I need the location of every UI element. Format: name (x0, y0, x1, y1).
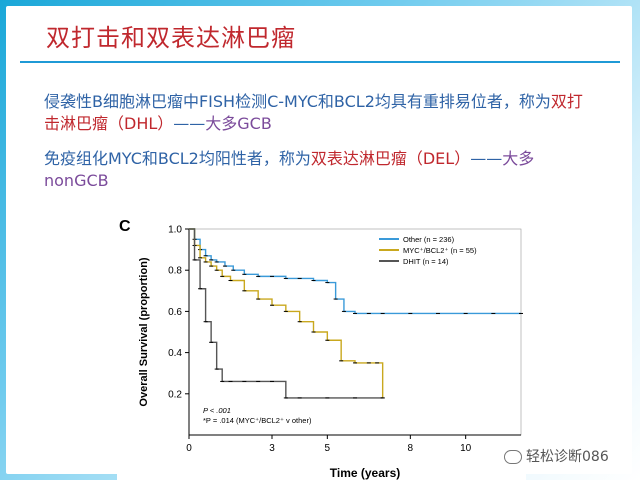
watermark-text: 轻松诊断086 (526, 449, 609, 465)
pvalue-line-1: *P = .014 (MYC⁺/BCL2⁺ v other) (203, 416, 312, 425)
x-tick-label: 5 (325, 443, 331, 454)
x-tick-label: 3 (269, 443, 275, 454)
plot-area (188, 228, 522, 436)
y-axis-label: Overall Survival (proportion) (138, 257, 150, 406)
y-tick-label: 0.6 (168, 307, 182, 318)
paragraph-del: 免疫组化MYC和BCL2均阳性者，称为双表达淋巴瘤（DEL）——大多nonGCB (44, 148, 584, 192)
survival-chart: C 0.2 0.4 0.6 0.8 1.0 0 3 5 8 10 Time (years) Overa… (117, 217, 526, 482)
panel-label: C (119, 218, 131, 235)
x-tick-label: 8 (408, 443, 414, 454)
p1-text-a: 侵袭性B细胞淋巴瘤中FISH检测C-MYC和BCL2均具有重排易位者，称为 (44, 92, 551, 111)
p1-text-dhl: 双打击淋巴瘤（DHL） (44, 92, 583, 133)
watermark: 轻松诊断086 (504, 446, 609, 466)
p1-text-dash: —— (173, 114, 206, 133)
legend-label-0: Other (n = 236) (403, 235, 455, 244)
p2-text-dash: —— (470, 149, 503, 168)
x-tick-label: 0 (186, 443, 192, 454)
paragraph-dhl: 侵袭性B细胞淋巴瘤中FISH检测C-MYC和BCL2均具有重排易位者，称为双打击… (44, 91, 584, 135)
p2-text-nongcb: 大多nonGCB (44, 149, 535, 190)
legend-label-2: DHIT (n = 14) (403, 257, 449, 266)
x-tick-label: 10 (460, 443, 472, 454)
slide-title: 双打击和双表达淋巴瘤 (46, 24, 296, 52)
pvalue-line-0: P < .001 (203, 406, 231, 415)
y-tick-label: 1.0 (168, 225, 182, 236)
p2-text-a: 免疫组化MYC和BCL2均阳性者，称为 (44, 149, 311, 168)
legend-label-1: MYC⁺/BCL2⁺ (n = 55) (403, 246, 477, 255)
slide: 双打击和双表达淋巴瘤 侵袭性B细胞淋巴瘤中FISH检测C-MYC和BCL2均具有… (6, 6, 632, 482)
title-underline (20, 61, 620, 63)
p2-text-del: 双表达淋巴瘤（DEL） (310, 149, 471, 168)
series-line-2 (189, 228, 383, 399)
y-tick-label: 0.4 (168, 348, 182, 359)
y-tick-label: 0.2 (168, 389, 182, 400)
series-line-0 (189, 228, 521, 315)
x-axis-label: Time (years) (330, 466, 400, 480)
y-tick-label: 0.8 (168, 266, 182, 277)
wechat-icon (504, 450, 522, 464)
p1-text-gcb: 大多GCB (205, 114, 272, 133)
